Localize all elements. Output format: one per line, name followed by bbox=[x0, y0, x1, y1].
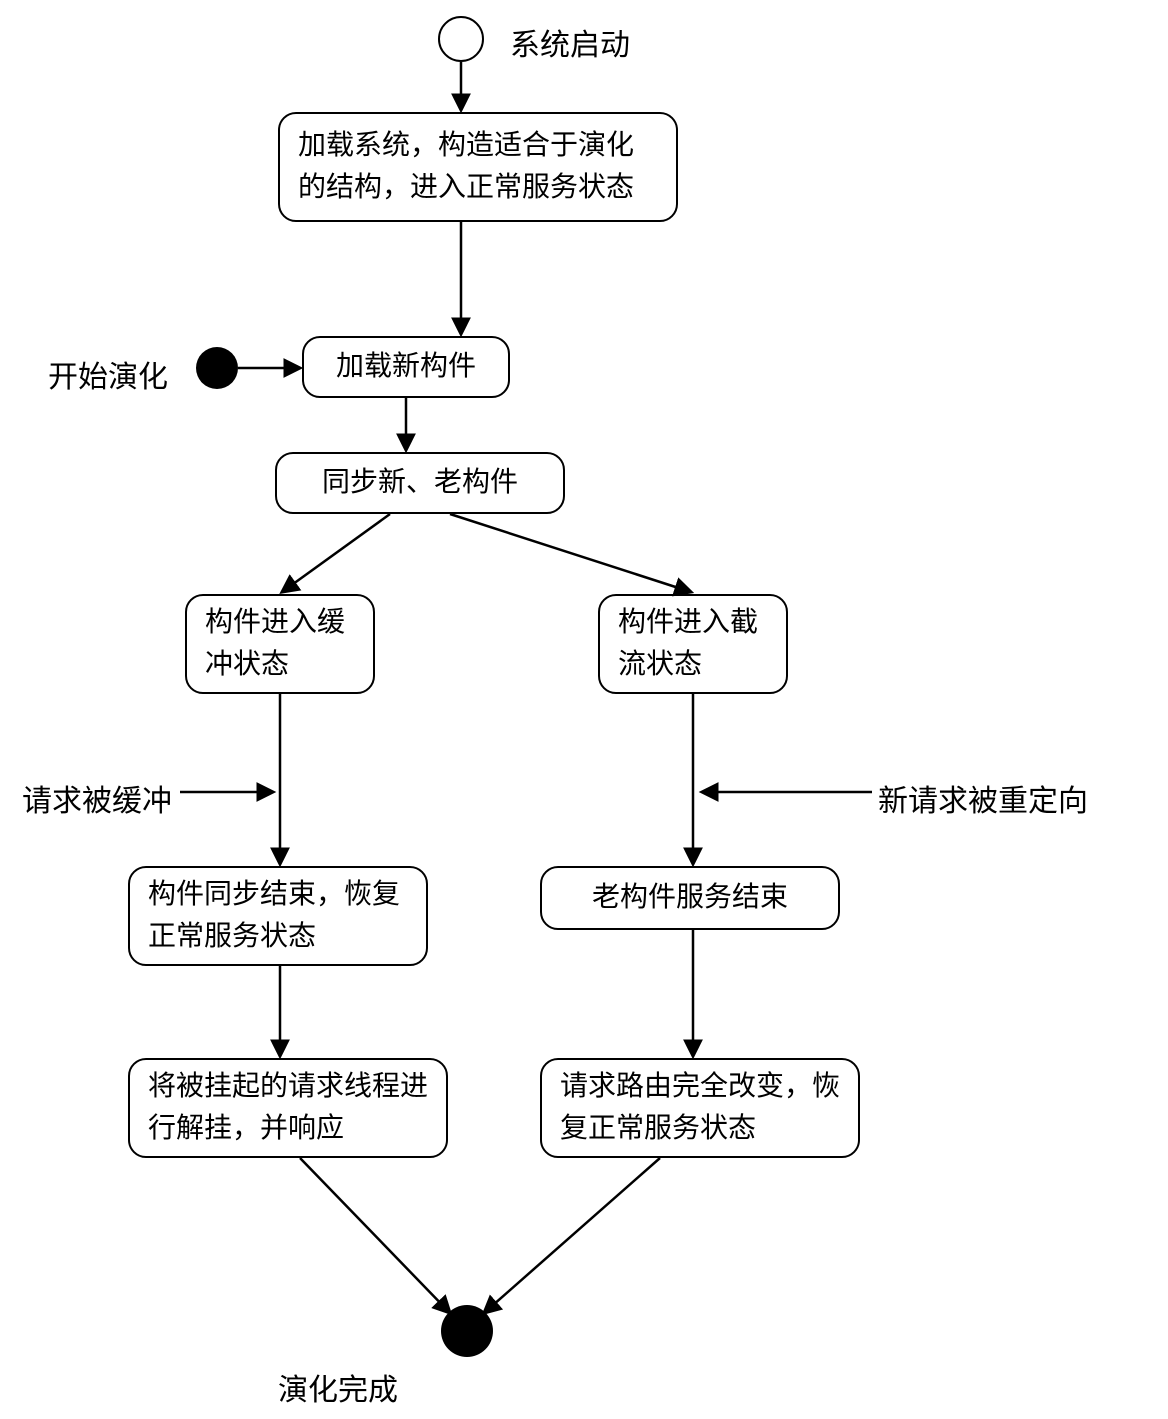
begin-evolution-circle-icon bbox=[196, 347, 238, 389]
node-resume-threads: 将被挂起的请求线程进行解挂，并响应 bbox=[128, 1058, 448, 1158]
flowchart-canvas: 系统启动 加载系统，构造适合于演化的结构，进入正常服务状态 开始演化 加载新构件… bbox=[0, 0, 1168, 1419]
node-route-changed-restore: 请求路由完全改变，恢复正常服务状态 bbox=[540, 1058, 860, 1158]
system-start-label: 系统启动 bbox=[510, 20, 630, 64]
begin-evolution-label: 开始演化 bbox=[48, 352, 168, 396]
node-sync-components: 同步新、老构件 bbox=[275, 452, 565, 514]
node-load-system: 加载系统，构造适合于演化的结构，进入正常服务状态 bbox=[278, 112, 678, 222]
evolution-done-label: 演化完成 bbox=[278, 1365, 398, 1409]
node-enter-intercept-state: 构件进入截流状态 bbox=[598, 594, 788, 694]
start-circle-icon bbox=[438, 16, 484, 62]
node-enter-buffer-state: 构件进入缓冲状态 bbox=[185, 594, 375, 694]
request-buffered-label: 请求被缓冲 bbox=[22, 776, 172, 820]
node-load-new-component: 加载新构件 bbox=[302, 336, 510, 398]
node-sync-end-restore: 构件同步结束，恢复正常服务状态 bbox=[128, 866, 428, 966]
end-circle-icon bbox=[441, 1305, 493, 1357]
node-old-service-end: 老构件服务结束 bbox=[540, 866, 840, 930]
new-request-redirected-label: 新请求被重定向 bbox=[878, 776, 1088, 820]
